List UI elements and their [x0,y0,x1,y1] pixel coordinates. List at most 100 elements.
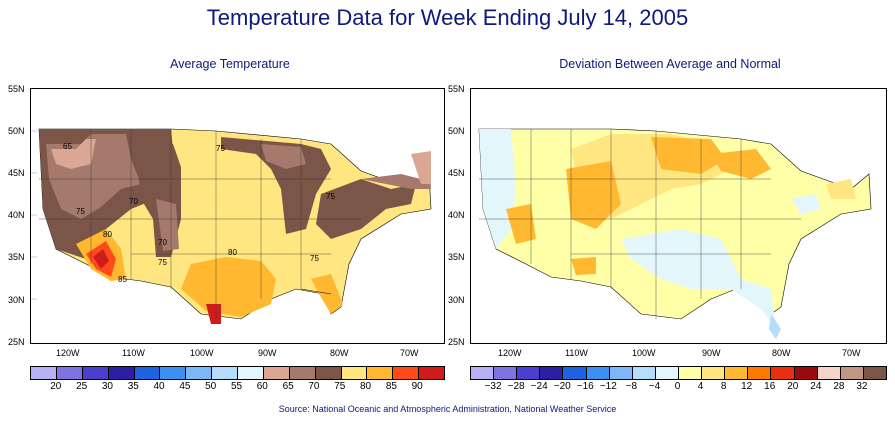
lon-label: 70W [842,348,861,358]
legend-label: 20 [50,381,62,392]
legend-label: 8 [720,381,727,392]
lat-label: 30N [448,295,465,305]
legend-label: 30 [101,381,113,392]
legend-label: 25 [76,381,88,392]
legend-label: −4 [648,381,661,392]
lon-label: 80W [330,348,349,358]
page-title: Temperature Data for Week Ending July 14… [206,5,689,30]
legend-swatch [367,367,394,379]
legend-label: 40 [153,381,165,392]
deviation-map [470,88,887,344]
legend-swatch [393,367,420,379]
legend-label: −28 [507,381,525,392]
legend-swatch [771,367,795,379]
contour-label: 85 [118,275,127,284]
legend-label: 16 [764,381,776,392]
legend-swatch [517,367,541,379]
legend-swatch [160,367,187,379]
lat-label: 45N [448,168,465,178]
lat-label: 30N [8,295,25,305]
lon-label: 80W [772,348,791,358]
lon-label: 120W [56,348,80,358]
average-temperature-legend [30,366,445,380]
legend-label: 55 [230,381,243,392]
lon-label: 110W [122,348,145,358]
lon-label: 90W [702,348,721,358]
legend-label: 0 [674,381,681,392]
lat-label: 50N [8,126,25,136]
legend-swatch [419,367,444,379]
legend-swatch [134,367,161,379]
contour-label: 75 [326,192,335,201]
legend-label: 12 [741,381,753,392]
legend-swatch [863,367,886,379]
legend-swatch [238,367,264,379]
lat-label: 55N [448,84,465,94]
legend-label: 20 [787,381,799,392]
legend-swatch [725,367,749,379]
legend-swatch [702,367,726,379]
legend-swatch [186,367,213,379]
legend-swatch [678,367,703,379]
legend-swatch [56,367,83,379]
contour-label: 75 [76,207,85,216]
contour-label: 70 [129,197,138,206]
lon-label: 100W [190,348,214,358]
legend-label: −12 [599,381,617,392]
legend-swatch [212,367,238,379]
lat-label: 35N [448,252,465,262]
contour-label: 80 [103,230,112,239]
legend-swatch [563,367,587,379]
lat-label: 35N [8,252,25,262]
lat-label: 45N [8,168,25,178]
legend-swatch [540,367,564,379]
legend-swatch [817,367,841,379]
legend-swatch [748,367,772,379]
legend-label: 45 [179,381,191,392]
deviation-map-svg [478,128,872,339]
lon-label: 110W [565,348,588,358]
legend-swatch [655,367,679,379]
legend-label: 35 [127,381,139,392]
contour-label: 75 [310,254,319,263]
contour-label: 65 [63,142,72,151]
legend-label: −16 [576,381,594,392]
lon-label: 120W [498,348,522,358]
deviation-legend [470,366,887,380]
lat-label: 40N [8,210,25,220]
legend-swatch [586,367,610,379]
average-temperature-map-svg: 65 75 70 75 80 70 75 80 75 85 75 [31,128,432,324]
legend-label: −24 [530,381,548,392]
legend-swatch [315,367,342,379]
legend-label: 24 [810,381,822,392]
legend-label: 4 [697,381,704,392]
legend-swatch [840,367,864,379]
legend-label: 50 [205,381,217,392]
legend-swatch [289,367,316,379]
legend-label: 90 [411,381,423,392]
legend-swatch [82,367,109,379]
legend-label: −8 [625,381,638,392]
lat-label: 50N [448,126,465,136]
right-map-subtitle: Deviation Between Average and Normal [559,57,781,71]
legend-label: 70 [308,381,320,392]
lat-label: 25N [448,337,465,347]
legend-label: 32 [856,381,868,392]
legend-swatch [494,367,518,379]
lat-label: 40N [448,210,465,220]
lat-label: 25N [8,337,25,347]
legend-label: −20 [553,381,571,392]
legend-swatch [263,367,290,379]
lat-label: 55N [8,84,25,94]
legend-label: 28 [833,381,845,392]
legend-swatch [609,367,633,379]
contour-label: 75 [158,258,167,267]
source-note: Source: National Oceanic and Atmospheric… [278,404,617,414]
legend-swatch [632,367,656,379]
legend-label: 65 [282,381,294,392]
legend-label: −32 [484,381,502,392]
legend-swatch [794,367,818,379]
lon-label: 90W [258,348,277,358]
contour-label: 70 [158,238,167,247]
legend-label: 85 [385,381,397,392]
